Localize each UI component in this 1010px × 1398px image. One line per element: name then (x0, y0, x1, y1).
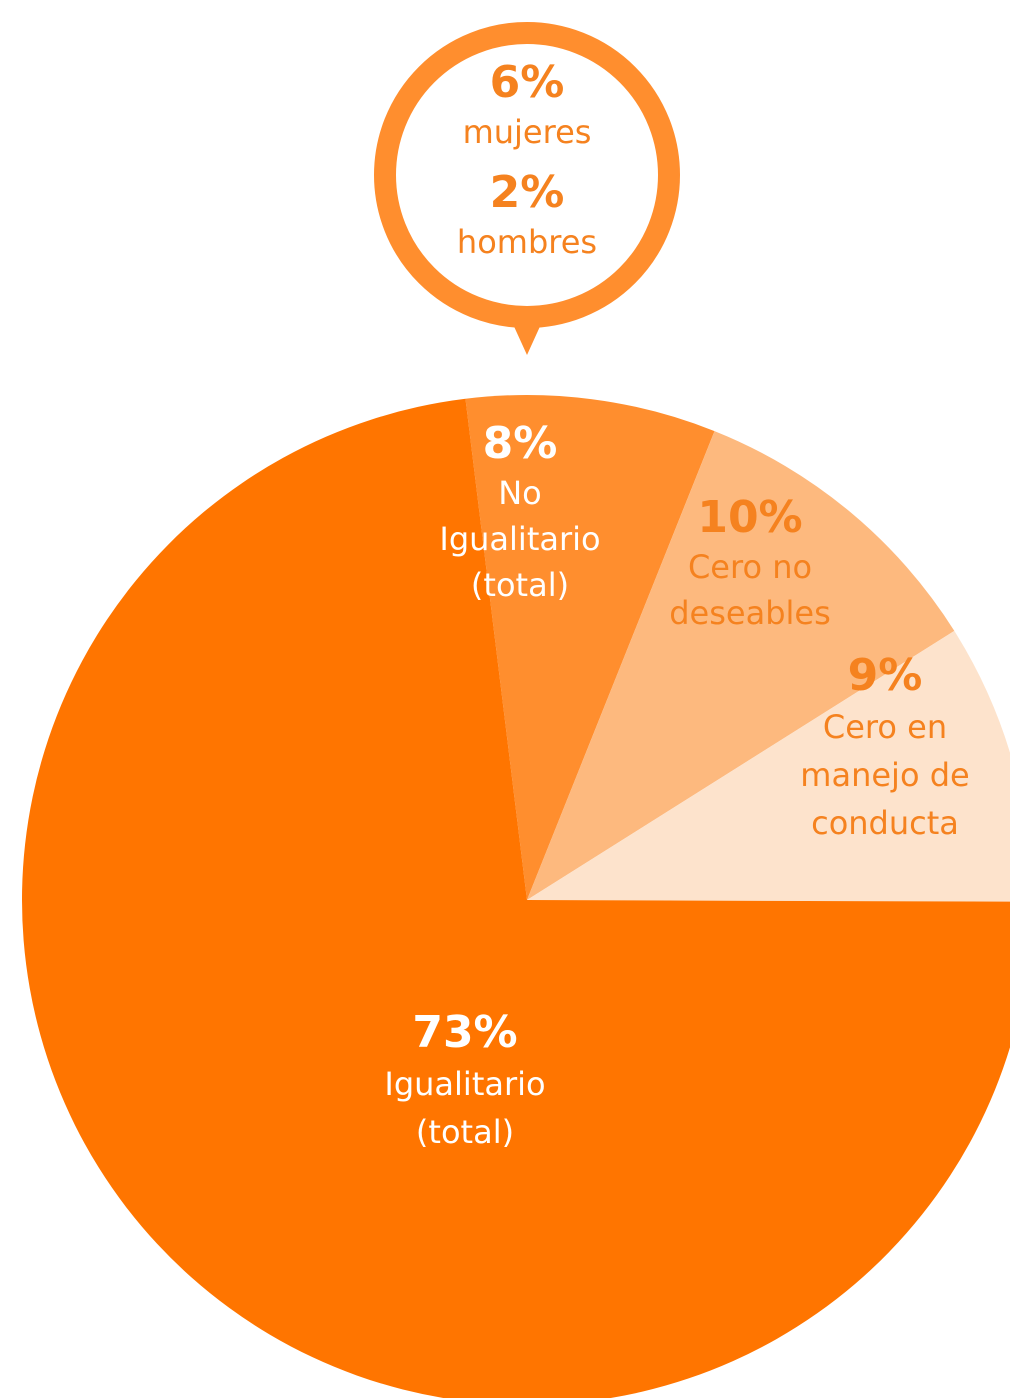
callout-value-mujeres: 6% (490, 57, 565, 108)
callout-label-hombres: hombres (457, 223, 597, 261)
pie-slices (22, 395, 1010, 1398)
callout-label-mujeres: mujeres (463, 113, 592, 151)
slice-cero-en-manejo-de-conducta (527, 630, 1010, 902)
category-label-cero-en-manejo-de-conducta: manejo de (800, 756, 969, 794)
slice-cero-no-deseables (527, 431, 955, 900)
category-label-igualitario-total: (total) (416, 1113, 514, 1151)
category-label-cero-en-manejo-de-conducta: conducta (811, 804, 959, 842)
category-label-cero-en-manejo-de-conducta: Cero en (823, 708, 947, 746)
category-label-no-igualitario-total: (total) (471, 566, 569, 604)
category-label-no-igualitario-total: No (498, 474, 542, 512)
slice-no-igualitario-total (465, 395, 715, 900)
value-label-cero-no-deseables: 10% (697, 492, 802, 543)
value-label-no-igualitario-total: 8% (483, 418, 558, 469)
category-label-no-igualitario-total: Igualitario (439, 520, 600, 558)
category-label-cero-no-deseables: Cero no (688, 548, 812, 586)
value-label-igualitario-total: 73% (412, 1007, 517, 1058)
callout-bubble: 6% mujeres 2% hombres (374, 22, 680, 355)
slice-igualitario-total (22, 398, 1010, 1398)
category-label-igualitario-total: Igualitario (384, 1065, 545, 1103)
callout-value-hombres: 2% (490, 167, 565, 218)
value-label-cero-en-manejo-de-conducta: 9% (848, 650, 923, 701)
callout-circle (374, 22, 680, 328)
pie-labels: 8% No Igualitario (total) 10% Cero no deseable… (384, 418, 969, 1151)
category-label-cero-no-deseables: deseables (669, 594, 831, 632)
